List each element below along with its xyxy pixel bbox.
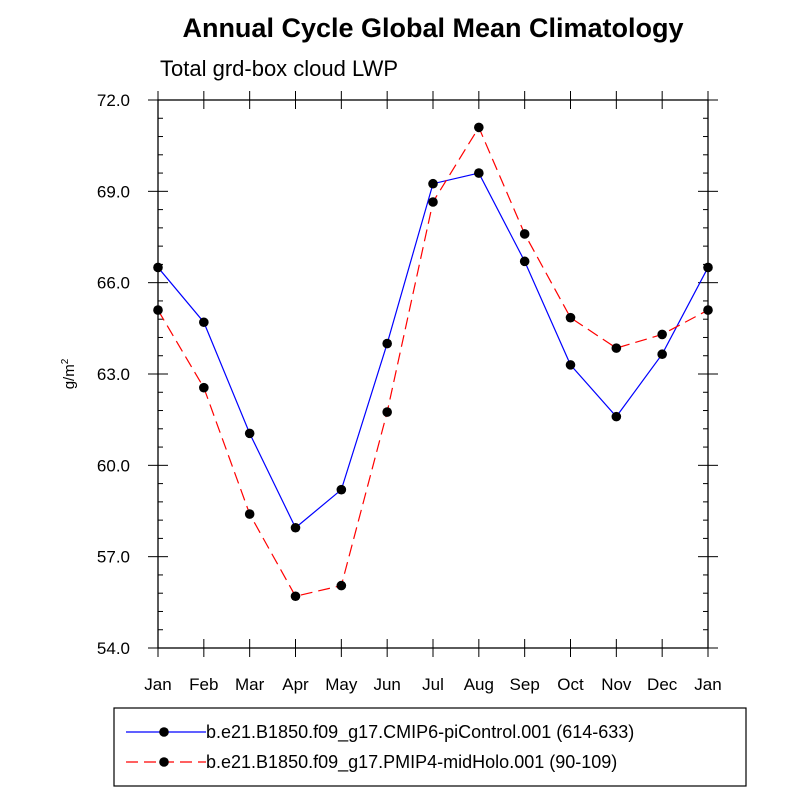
x-tick-label: Jan <box>144 675 171 694</box>
data-point <box>657 349 667 360</box>
data-point <box>428 197 438 207</box>
y-axis-label-base: g/m <box>61 364 78 389</box>
series-1 <box>153 168 713 533</box>
data-point <box>565 312 576 323</box>
chart-subtitle: Total grd-box cloud LWP <box>160 56 398 81</box>
y-axis-label-superscript: 2 <box>60 358 71 364</box>
data-point <box>336 484 347 495</box>
y-tick-label: 60.0 <box>97 456 130 475</box>
y-axis-label: g/m2 <box>60 358 78 389</box>
x-tick-label: Apr <box>282 675 309 694</box>
data-point <box>290 591 301 602</box>
data-point <box>382 407 392 417</box>
legend-label: b.e21.B1850.f09_g17.PMIP4-midHolo.001 (9… <box>206 752 617 773</box>
legend: b.e21.B1850.f09_g17.CMIP6-piControl.001 … <box>113 707 747 787</box>
data-point <box>611 343 622 353</box>
x-tick-label: Jun <box>373 675 400 694</box>
x-tick-label: Sep <box>510 675 540 694</box>
chart-title: Annual Cycle Global Mean Climatology <box>182 13 683 43</box>
y-tick-label: 66.0 <box>97 274 130 293</box>
series-layer <box>153 122 713 602</box>
data-point <box>199 317 209 328</box>
plot-frame <box>157 99 709 649</box>
y-tick-label: 69.0 <box>97 182 130 201</box>
data-point <box>336 580 347 591</box>
data-point <box>474 168 484 178</box>
x-tick-label: Oct <box>557 675 584 694</box>
x-tick-label: Dec <box>647 675 678 694</box>
data-point <box>657 329 667 340</box>
data-point <box>244 509 255 519</box>
x-tick-label: Jul <box>422 675 444 694</box>
series-2 <box>153 122 713 602</box>
legend-label: b.e21.B1850.f09_g17.CMIP6-piControl.001 … <box>206 722 634 743</box>
y-tick-label: 63.0 <box>97 365 130 384</box>
data-point <box>428 178 438 189</box>
tick-marks <box>148 91 718 657</box>
legend-marker <box>159 757 169 767</box>
x-tick-label: Nov <box>601 675 632 694</box>
data-point <box>290 522 301 533</box>
x-tick-label: Feb <box>189 675 218 694</box>
x-tick-label: Aug <box>464 675 494 694</box>
data-point <box>565 360 576 370</box>
y-tick-label: 54.0 <box>97 639 130 658</box>
x-tick-label: Mar <box>235 675 265 694</box>
x-tick-labels: Jan Feb Mar Apr May Jun Jul Aug Sep Oct Nov Dec Jan <box>144 675 721 694</box>
series-line <box>157 172 709 529</box>
data-point <box>474 122 484 133</box>
legend-box <box>113 707 747 787</box>
data-point <box>199 382 209 393</box>
data-point <box>519 256 530 267</box>
data-point <box>382 338 392 349</box>
y-tick-labels: 54.0 57.0 60.0 63.0 66.0 69.0 72.0 <box>97 91 130 658</box>
y-tick-label: 72.0 <box>97 91 130 110</box>
y-tick-label: 57.0 <box>97 548 130 567</box>
x-tick-label: May <box>325 675 358 694</box>
legend-marker <box>159 727 169 737</box>
data-point <box>611 411 622 422</box>
x-tick-label: Jan <box>694 675 721 694</box>
legend-entries: b.e21.B1850.f09_g17.CMIP6-piControl.001 … <box>126 722 634 773</box>
data-point <box>519 229 530 239</box>
data-point <box>244 428 255 439</box>
